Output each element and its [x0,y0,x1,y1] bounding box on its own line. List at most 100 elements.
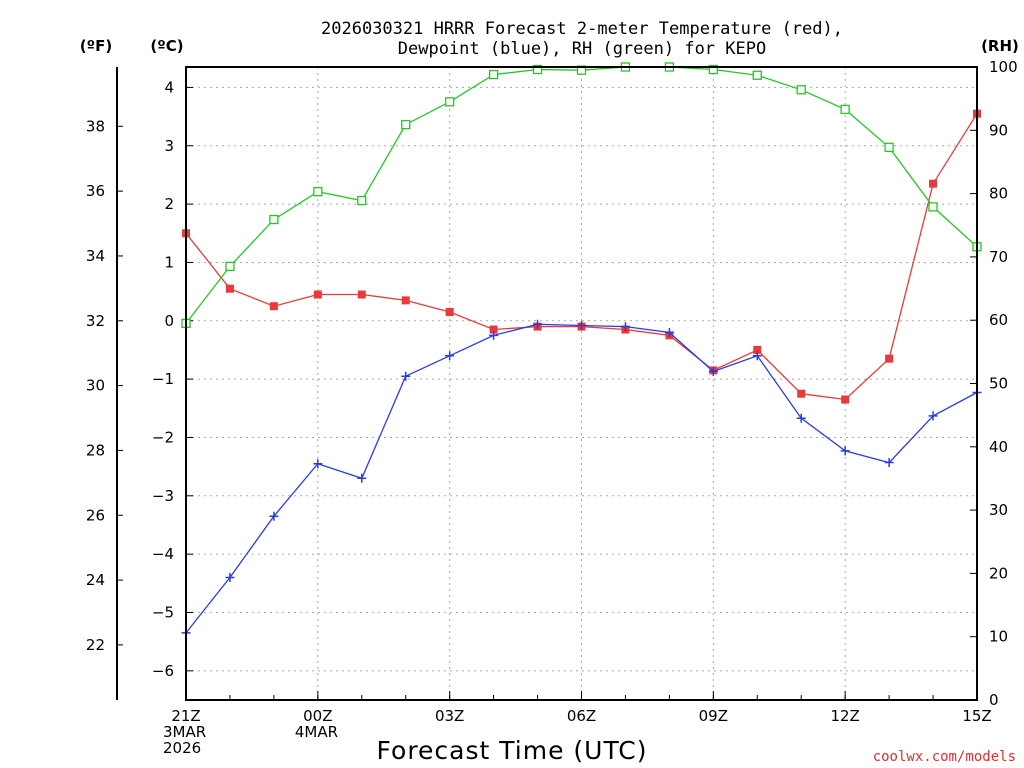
temperature-point [753,345,762,354]
rh-tick-label: 100 [989,58,1018,76]
celsius-tick-label: 4 [164,78,174,96]
fahrenheit-tick-label: 30 [86,377,105,395]
rh-tick-label: 30 [989,501,1008,519]
x-tick-label: 03Z [435,707,464,725]
rh-unit-label: (RH) [981,37,1019,55]
temperature-point [401,296,410,305]
celsius-tick-label: −3 [152,487,174,505]
rh-point [401,119,411,130]
x-tick-label: 12Z [830,707,859,725]
fahrenheit-axis: 38 36 34 32 30 28 26 24 22 [86,67,123,700]
rh-tick-label: 70 [989,248,1008,266]
rh-point [445,97,455,107]
series-layer [181,62,982,638]
temperature-point [797,389,806,398]
rh-tick-label: 0 [989,691,999,709]
rh-point [225,261,235,272]
dewpoint-point [225,572,235,582]
rh-point [488,69,499,80]
celsius-axis: 4 3 2 1 0 −1 −2 −3 −4 −5 −6 [152,78,193,680]
chart-title-line-2: Dewpoint (blue), RH (green) for KEPO [398,39,766,59]
temperature-point [313,290,322,299]
fahrenheit-tick-label: 24 [86,571,105,589]
series-temperature [182,109,981,404]
fahrenheit-tick-label: 32 [86,312,105,330]
fahrenheit-tick-label: 22 [86,636,105,654]
fahrenheit-unit-label: (ºF) [80,37,112,55]
x-tick-label: 06Z [567,707,596,725]
rh-tick-label: 90 [989,121,1008,139]
dewpoint-point [840,446,850,456]
rh-tick-label: 60 [989,311,1008,329]
rh-point [840,104,850,115]
celsius-tick-label: 0 [164,312,174,330]
series-rh [181,62,982,329]
credit-label: coolwx.com/models [873,749,1016,765]
temperature-point [445,308,454,317]
celsius-tick-label: 2 [164,195,174,213]
gridlines [185,67,978,700]
temperature-point [269,302,278,311]
dewpoint-point [269,511,279,521]
fahrenheit-tick-label: 28 [86,441,105,459]
celsius-tick-label: 3 [164,137,174,155]
rh-tick-label: 50 [989,375,1008,393]
celsius-unit-label: (ºC) [150,37,183,55]
fahrenheit-tick-label: 38 [86,117,105,135]
rh-point [313,187,323,197]
series-dewpoint [181,319,982,638]
rh-point [532,64,543,75]
rh-point [928,202,938,212]
rh-point [269,214,279,225]
celsius-tick-label: −5 [152,603,174,621]
dewpoint-point [489,330,499,340]
dewpoint-point [445,351,455,361]
temperature-point [929,179,938,188]
rh-point [752,70,762,80]
dewpoint-point [928,411,938,421]
x-axis-title: Forecast Time (UTC) [377,736,648,765]
fahrenheit-tick-label: 36 [86,182,105,200]
x-tick-label: 2026 [163,739,201,757]
plot-frame [185,66,978,701]
x-tick-label: 3MAR [163,723,206,741]
dewpoint-point [533,319,543,329]
celsius-tick-label: −1 [152,370,174,388]
x-tick-label: 4MAR [295,723,338,741]
rh-point [796,85,806,95]
rh-tick-label: 10 [989,628,1008,646]
x-tick-label: 09Z [699,707,728,725]
temperature-point [489,325,498,334]
temperature-point [885,354,894,363]
dewpoint-point [708,367,718,377]
dewpoint-point [796,413,806,423]
rh-tick-label: 80 [989,185,1008,203]
rh-point [884,142,894,153]
x-tick-label: 21Z [171,707,200,725]
dewpoint-line [185,323,978,634]
celsius-tick-label: −6 [152,662,174,680]
temperature-point [357,290,366,299]
rh-tick-label: 40 [989,438,1008,456]
dewpoint-point [664,327,674,337]
celsius-tick-label: −2 [152,428,174,446]
temperature-point [225,284,234,293]
dewpoint-point [313,459,323,469]
celsius-tick-label: −4 [152,545,174,563]
chart-title-line-1: 2026030321 HRRR Forecast 2-meter Tempera… [321,19,843,39]
dewpoint-point [752,351,762,361]
dewpoint-point [577,320,586,330]
dewpoint-point [357,473,367,483]
x-tick-label: 00Z [303,707,332,725]
celsius-tick-label: 1 [164,253,174,271]
rh-point [708,64,718,75]
dewpoint-point [401,371,411,381]
rh-point [357,195,367,206]
temperature-point [841,395,850,404]
dewpoint-point [884,458,894,468]
x-tick-label: 15Z [962,707,991,725]
dewpoint-point [620,322,630,332]
fahrenheit-tick-label: 26 [86,506,105,524]
